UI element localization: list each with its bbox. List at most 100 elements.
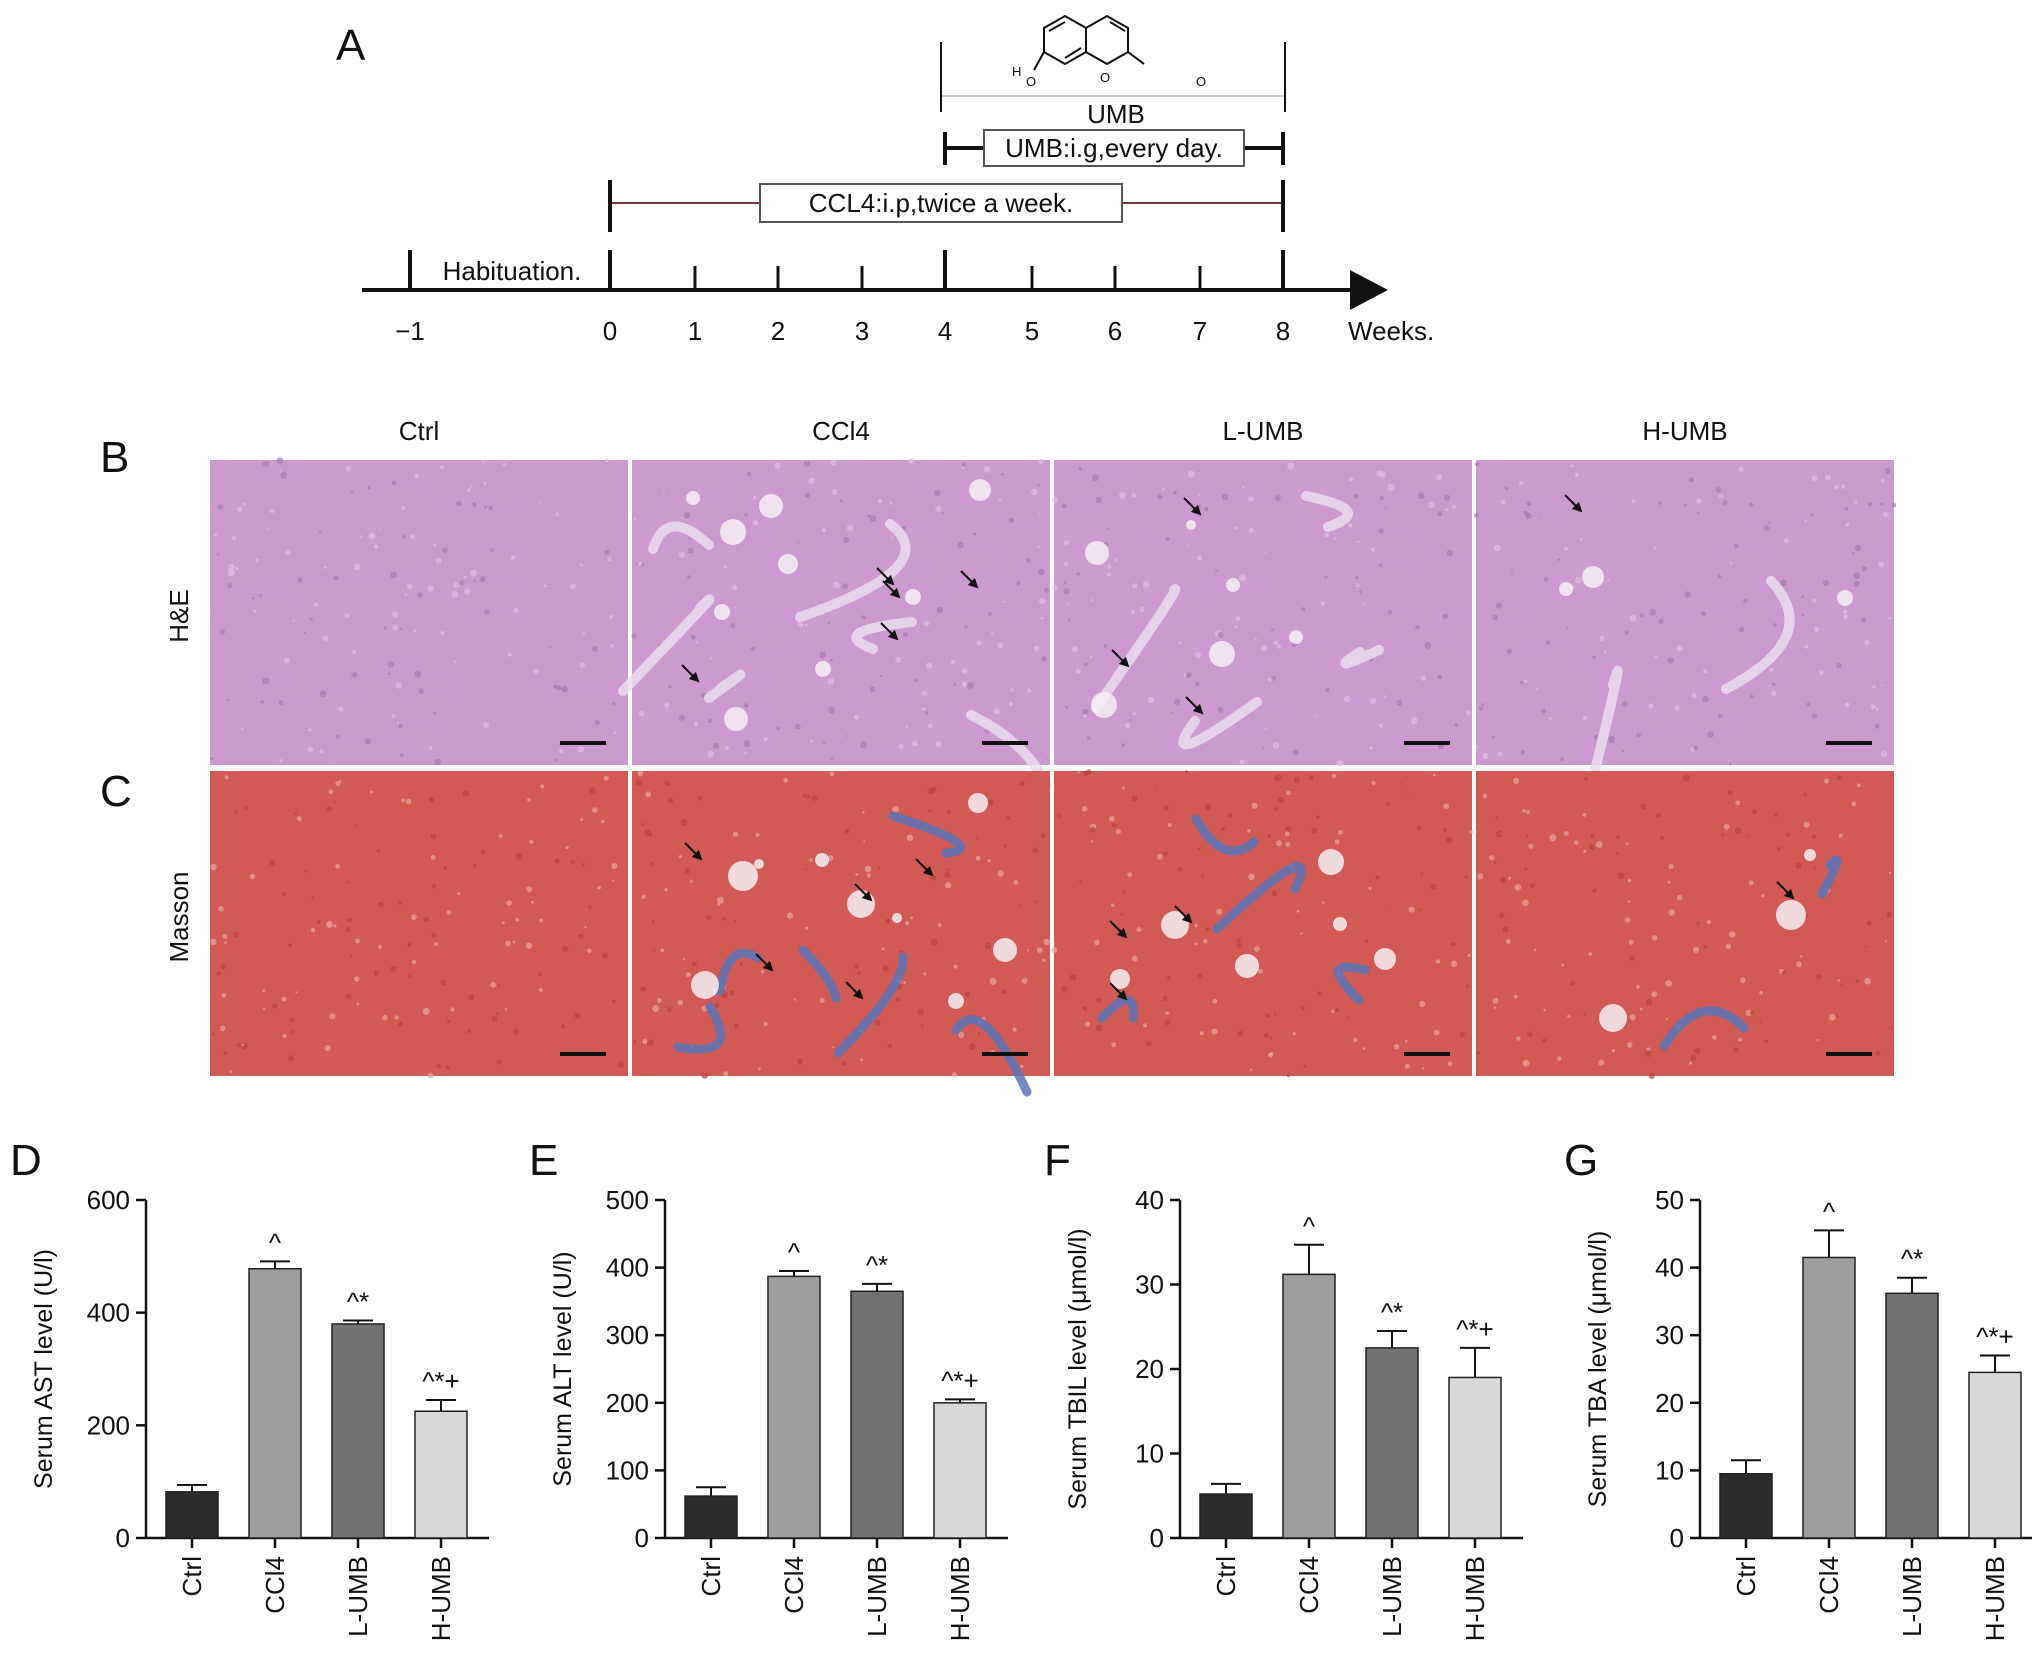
bar-l-umb [1365, 1347, 1419, 1539]
umb-label: UMB [1087, 99, 1145, 129]
y-tick-label: 200 [606, 1388, 649, 1418]
bar-h-umb [1968, 1371, 2022, 1539]
x-tick-label: H-UMB [426, 1556, 456, 1641]
he-micrograph-ctrl [209, 457, 628, 766]
significance-annotation: ^*+ [1456, 1314, 1494, 1344]
weeks-axis-arrowhead [1350, 270, 1388, 310]
weeks-axis-unit: Weeks. [1348, 316, 1434, 346]
y-tick-label: 0 [635, 1523, 649, 1553]
significance-annotation: ^*+ [1976, 1321, 2014, 1351]
y-tick-label: 10 [1135, 1439, 1164, 1469]
y-tick-label: 40 [1655, 1253, 1684, 1283]
umb-regimen-text: UMB:i.g,every day. [1005, 133, 1223, 163]
x-tick-label: Ctrl [1211, 1556, 1241, 1596]
significance-annotation: ^* [347, 1287, 369, 1317]
significance-annotation: ^ [1823, 1196, 1836, 1226]
panel-a-timeline: A H O O O UMB UMB:i.g,every day. C [336, 14, 1434, 346]
row-label-masson: Masson [164, 871, 194, 962]
x-tick-label: L-UMB [1897, 1556, 1927, 1637]
significance-annotation: ^ [1303, 1211, 1316, 1241]
significance-annotation: ^*+ [941, 1365, 979, 1395]
x-tick-label: L-UMB [1377, 1556, 1407, 1637]
week-tick-label: 1 [688, 316, 702, 346]
bar-ccl4 [1802, 1256, 1856, 1539]
structure-o2-label: O [1100, 70, 1110, 85]
umb-regimen-box [983, 129, 1245, 167]
significance-annotation: ^ [788, 1237, 801, 1267]
significance-annotation: ^* [866, 1250, 888, 1280]
habituation-label: Habituation. [443, 256, 582, 286]
panel-letter-e: E [529, 1136, 558, 1185]
y-tick-label: 0 [116, 1523, 130, 1553]
y-axis-label: Serum AST level (U/l) [30, 1249, 58, 1489]
y-tick-label: 300 [606, 1320, 649, 1350]
y-tick-label: 500 [606, 1185, 649, 1215]
bar-ctrl [684, 1495, 738, 1539]
bar-ctrl [165, 1491, 219, 1539]
week-tick-label: 7 [1193, 316, 1207, 346]
week-tick-label: 4 [938, 316, 952, 346]
week-tick-label: 6 [1108, 316, 1122, 346]
chart-f: F 0 10 20 30 40 Serum TBIL level (μmol/l) Ctrl C… [1044, 1136, 1523, 1641]
y-tick-label: 40 [1135, 1185, 1164, 1215]
x-tick-label: Ctrl [177, 1556, 207, 1596]
chart-e: E 0 100 200 300 400 500 Serum ALT level (U/l) Ct… [529, 1136, 1008, 1641]
significance-annotation: ^* [1381, 1297, 1403, 1327]
x-tick-label: H-UMB [945, 1556, 975, 1641]
panel-letter-b: B [100, 433, 129, 482]
week-tick-label: 5 [1025, 316, 1039, 346]
bar-ccl4 [1282, 1273, 1336, 1539]
y-tick-label: 30 [1135, 1270, 1164, 1300]
ccl4-regimen-text: CCL4:i.p,twice a week. [809, 188, 1073, 218]
structure-o3-label: O [1196, 74, 1206, 89]
x-tick-label: L-UMB [862, 1556, 892, 1637]
panel-letter-a: A [336, 21, 366, 70]
x-tick-label: Ctrl [696, 1556, 726, 1596]
week-ticks: −1 0 1 2 3 4 5 6 7 8 [395, 250, 1290, 346]
y-tick-label: 30 [1655, 1320, 1684, 1350]
week-tick-label: −1 [395, 316, 425, 346]
chart-d: D 0 200 400 600 Serum AST level (U/l) Ctrl CCl4… [10, 1136, 489, 1641]
masson-micrograph-ccl4 [632, 770, 1051, 1097]
week-tick-label: 2 [771, 316, 785, 346]
panel-letter-g: G [1564, 1136, 1598, 1185]
y-tick-label: 400 [606, 1253, 649, 1283]
y-tick-label: 200 [87, 1410, 130, 1440]
y-axis-label: Serum TBA level (μmol/l) [1584, 1231, 1612, 1508]
x-tick-label: H-UMB [1460, 1556, 1490, 1641]
significance-annotation: ^* [1901, 1244, 1923, 1274]
panel-letter-f: F [1044, 1136, 1071, 1185]
significance-annotation: ^*+ [422, 1366, 460, 1396]
significance-annotation: ^ [269, 1227, 282, 1257]
y-tick-label: 20 [1135, 1354, 1164, 1384]
panel-bc-histology: B C H&E Masson Ctrl CCl4 L-UMB H-UMB [100, 416, 1897, 1097]
bar-l-umb [331, 1323, 385, 1539]
chart-g: G 0 10 20 30 40 50 Serum TBA level (μmol/l) Ctrl… [1564, 1136, 2032, 1641]
structure-h-label: H [1012, 64, 1021, 79]
he-micrograph-l-umb [1052, 460, 1472, 767]
histology-image-grid: Ctrl CCl4 L-UMB H-UMB [209, 416, 1897, 1097]
x-tick-label: CCl4 [1294, 1556, 1324, 1614]
ccl4-regimen-box [759, 183, 1123, 223]
bar-l-umb [850, 1290, 904, 1539]
masson-micrograph-h-umb [1476, 771, 1894, 1079]
week-tick-label: 8 [1276, 316, 1290, 346]
umbelliferone-structure [1033, 14, 1145, 71]
bar-h-umb [1448, 1376, 1502, 1539]
y-axis-label: Serum TBIL level (μmol/l) [1064, 1228, 1092, 1509]
x-tick-label: L-UMB [343, 1556, 373, 1637]
week-tick-label: 0 [603, 316, 617, 346]
panel-letter-d: D [10, 1136, 42, 1185]
bar-ccl4 [767, 1275, 821, 1539]
bar-ctrl [1719, 1473, 1773, 1539]
y-tick-label: 20 [1655, 1388, 1684, 1418]
y-tick-label: 600 [87, 1185, 130, 1215]
x-tick-label: Ctrl [1731, 1556, 1761, 1596]
y-tick-label: 400 [87, 1298, 130, 1328]
bar-h-umb [933, 1402, 987, 1539]
he-micrograph-h-umb [1474, 460, 1897, 808]
he-micrograph-ccl4 [618, 458, 1051, 791]
panel-letter-c: C [100, 767, 132, 816]
